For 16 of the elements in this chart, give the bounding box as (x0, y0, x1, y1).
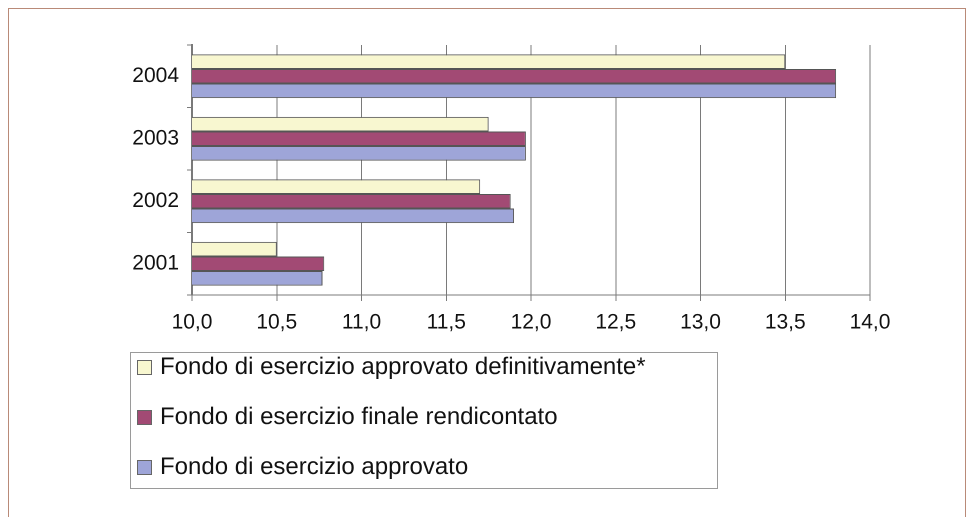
x-tick-label: 13,5 (764, 310, 806, 334)
y-tick-label: 2001 (132, 252, 179, 275)
x-tick-label: 11,5 (426, 310, 466, 334)
x-tick-label: 14,0 (850, 310, 890, 334)
y-tick-label: 2002 (132, 189, 179, 212)
x-tick-label: 10,5 (256, 310, 298, 334)
legend-label: Fondo di esercizio approvato definitivamente* (160, 353, 646, 381)
x-tick-label: 12,5 (595, 310, 636, 334)
y-tick-label: 2003 (132, 126, 179, 150)
x-tick-label: 11,0 (342, 310, 382, 334)
legend-label: Fondo di esercizio approvato (160, 453, 468, 481)
y-tick-label: 2004 (132, 64, 180, 88)
legend-label: Fondo di esercizio finale rendicontato (160, 403, 558, 431)
x-tick-label: 13,0 (680, 310, 721, 334)
x-tick-label: 10,0 (172, 310, 212, 334)
x-tick-label: 12,0 (510, 310, 552, 334)
